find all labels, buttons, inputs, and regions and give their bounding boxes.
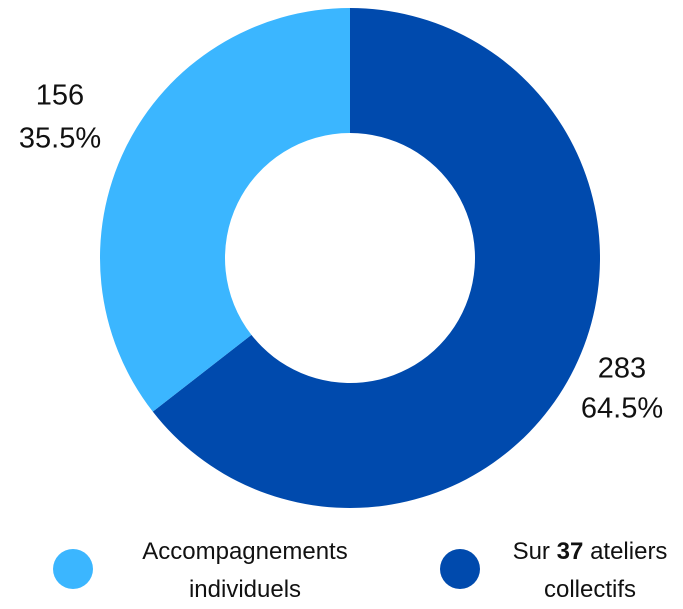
legend-text-part: Sur: [512, 538, 550, 565]
percentage-label: 64.5%: [581, 393, 663, 425]
legend-swatch: [440, 549, 480, 589]
legend-label: Accompagnements individuels: [120, 533, 370, 609]
legend-text-part: Accompagnements individuels: [142, 538, 348, 603]
donut-slice: [99, 8, 350, 412]
legend-swatch: [53, 549, 93, 589]
legend-label: Sur 37 ateliers collectifs: [495, 533, 683, 609]
donut-slice: [152, 8, 601, 508]
percentage-label: 35.5%: [19, 123, 101, 155]
value-label: 156: [36, 80, 84, 112]
legend-text-part: 37: [556, 538, 584, 565]
value-label: 283: [598, 353, 646, 385]
legend-text-part: ateliers collectifs: [543, 538, 668, 603]
